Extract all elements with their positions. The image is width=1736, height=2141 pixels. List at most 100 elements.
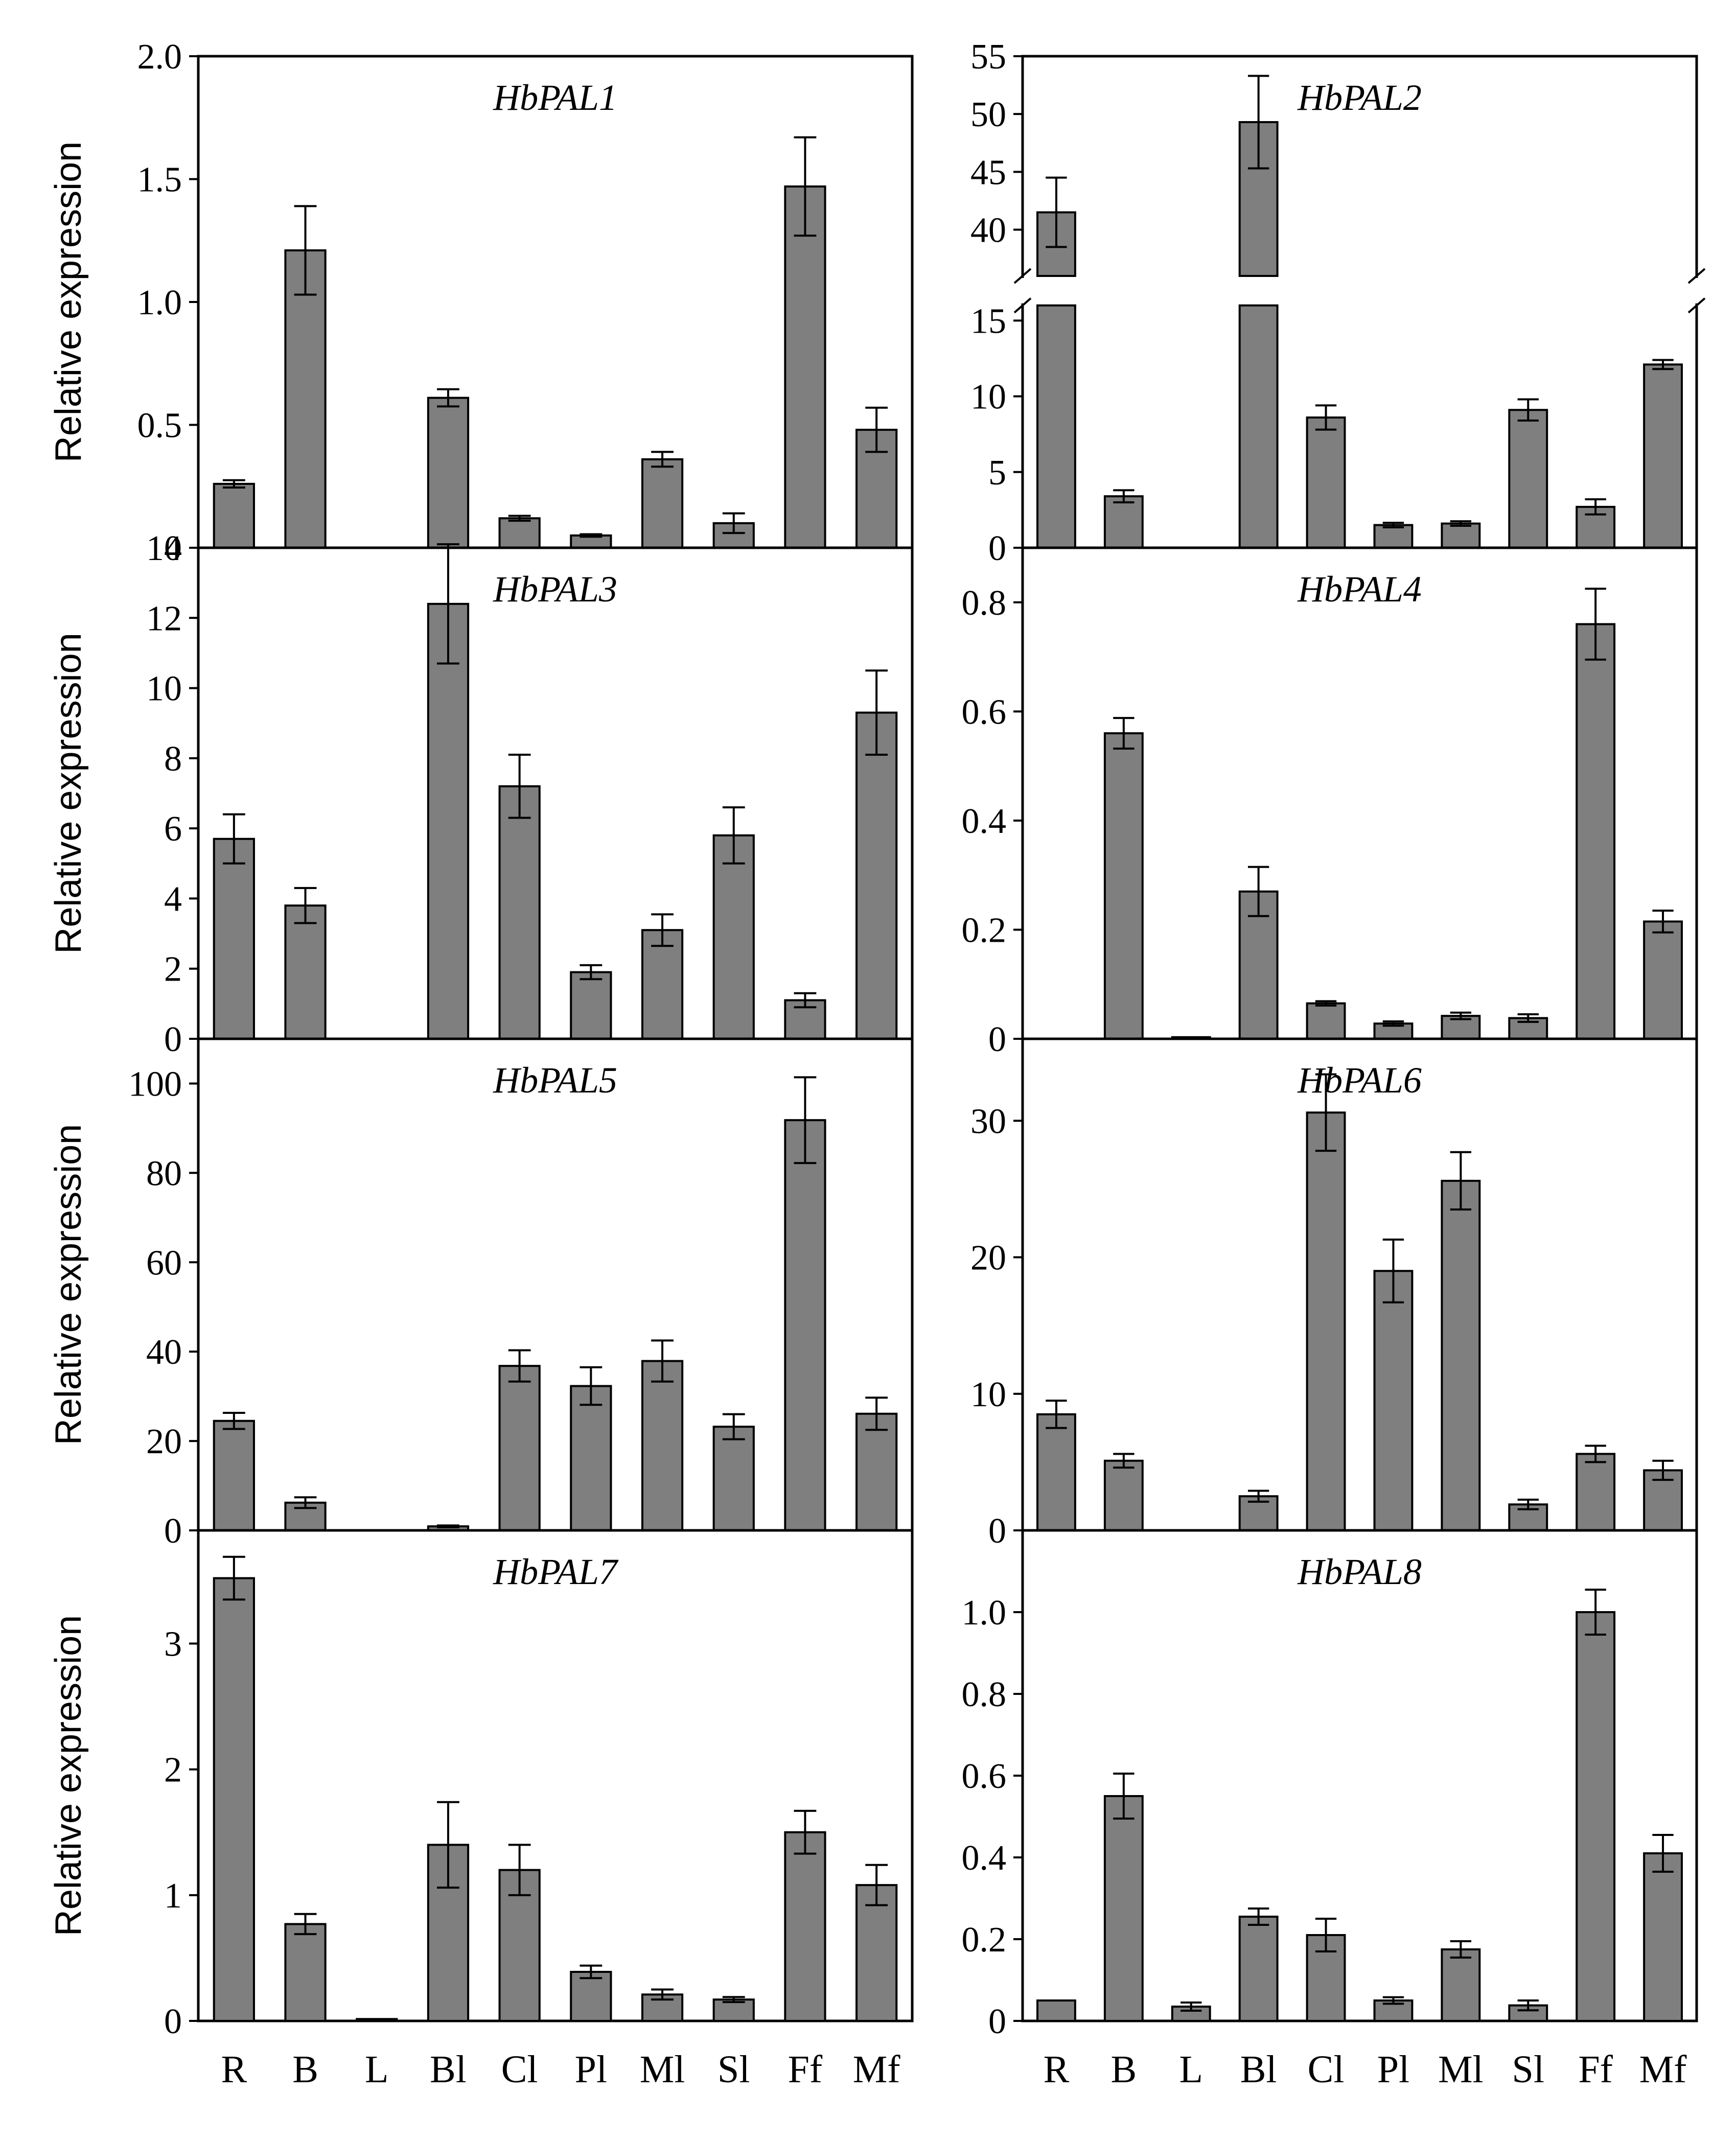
y-tick-label: 8 (164, 739, 182, 779)
bar-Ff (1576, 1453, 1616, 1531)
bar-Pl (570, 971, 612, 1040)
y-tick-label: 1.5 (137, 160, 182, 200)
y-tick-label: 0 (164, 2002, 182, 2041)
y-tick-label: 0 (164, 1020, 182, 1059)
bar-Bl (1238, 1916, 1279, 2022)
bar-L (356, 2018, 398, 2022)
y-tick-label: 2 (164, 1751, 182, 1790)
bar-Mf (1643, 920, 1683, 1040)
y-tick-label: 2 (164, 950, 182, 989)
x-tick-label-L: L (365, 2048, 388, 2091)
y-tick-label: 6 (164, 809, 182, 849)
bar-R (213, 837, 255, 1040)
panel-title: HbPAL2 (1297, 77, 1422, 118)
y-tick-label: 80 (146, 1154, 182, 1193)
bar-Pl (1373, 524, 1414, 549)
bar-Ff (1576, 1611, 1616, 2022)
panel-HbPAL1: 0 0.5 1.0 1.5 2.0 HbPAL1 Relative expression (48, 37, 914, 568)
panel-HbPAL8: 0 0.2 0.4 0.6 0.8 1.0 HbPAL8 R B L Bl Cl Pl Ml Sl Ff Mf (962, 1529, 1698, 2091)
panel-HbPAL5: 0 20 40 60 80 100 HbPAL5 Relative expression (48, 1037, 914, 1551)
y-tick-label: 20 (146, 1422, 182, 1461)
y-tick-label: 0 (988, 529, 1006, 568)
x-tick-label-Cl: Cl (1308, 2048, 1345, 2091)
y-tick-label: 10 (970, 378, 1006, 417)
y-tick-label: 55 (970, 37, 1006, 77)
bar-R (213, 482, 255, 549)
bar-Cl (498, 1365, 541, 1531)
y-axis-label: Relative expression (48, 142, 89, 462)
axis-break-mark (1687, 268, 1706, 284)
bar-B (284, 1923, 327, 2022)
x-tick-label-Pl: Pl (575, 2048, 607, 2091)
y-tick-label: 2.0 (137, 37, 182, 77)
y-tick-label: 0.8 (962, 584, 1007, 623)
x-tick-label-Sl: Sl (717, 2048, 750, 2091)
panel-title: HbPAL6 (1297, 1060, 1422, 1101)
y-tick-label: 0 (988, 1511, 1006, 1551)
bar-Cl (1306, 416, 1346, 549)
bar-Pl (570, 1971, 612, 2022)
panel-title: HbPAL8 (1297, 1551, 1422, 1592)
y-tick-label: 12 (146, 599, 182, 638)
panel-title: HbPAL4 (1297, 569, 1422, 610)
y-tick-label: 0.4 (962, 1839, 1007, 1878)
axis-break-mark (1687, 297, 1706, 314)
bar-Ff (784, 1119, 826, 1531)
panel-title: HbPAL7 (493, 1551, 619, 1592)
y-tick-label: 14 (146, 529, 182, 568)
y-tick-label: 0.2 (962, 911, 1007, 950)
axis-break-gap (1017, 278, 1028, 304)
y-tick-label: 40 (146, 1333, 182, 1372)
x-tick-label-Bl: Bl (430, 2048, 467, 2091)
bar-Cl (498, 517, 541, 549)
bar-Bl (427, 602, 470, 1040)
bar-B (284, 904, 327, 1040)
y-axis-label: Relative expression (48, 1124, 89, 1445)
bar-B (1103, 732, 1144, 1040)
y-tick-label: 60 (146, 1243, 182, 1283)
panel-HbPAL3: 0 2 4 6 8 10 12 14 HbPAL3 Relative expression (48, 529, 914, 1059)
panel-title: HbPAL5 (493, 1060, 617, 1101)
y-tick-label: 1.0 (962, 1593, 1007, 1633)
y-tick-label: 4 (164, 879, 182, 919)
bar-Sl (1508, 409, 1548, 549)
y-tick-label: 0 (164, 529, 182, 568)
bar-B (1103, 1459, 1144, 1531)
y-tick-label: 0 (164, 1511, 182, 1551)
y-tick-label: 1 (164, 1876, 182, 1916)
y-tick-label: 40 (970, 211, 1006, 250)
bar-Mf (1643, 363, 1683, 549)
panel-HbPAL4: 0 0.2 0.4 0.6 0.8 HbPAL4 (962, 546, 1698, 1059)
bar-R (1036, 1999, 1076, 2022)
y-axis-label: Relative expression (48, 633, 89, 953)
x-tick-label-Cl: Cl (501, 2048, 538, 2091)
y-tick-label: 3 (164, 1625, 182, 1664)
bar-B (1103, 495, 1144, 549)
y-tick-label: 10 (146, 669, 182, 709)
panel-title: HbPAL3 (493, 569, 617, 610)
axis-break-mark (1013, 268, 1032, 284)
bar-Cl (1306, 1111, 1346, 1532)
bar-Ml (1441, 522, 1481, 549)
y-tick-label: 0.6 (962, 1757, 1007, 1796)
bar-Sl (712, 1426, 755, 1532)
x-tick-label-Sl: Sl (1512, 2048, 1544, 2091)
bar-Pl (570, 1385, 612, 1531)
bar-Pl (1373, 1270, 1414, 1532)
x-tick-label-Ff: Ff (1578, 2048, 1613, 2091)
bar-Ff (784, 1831, 826, 2022)
y-tick-label: 15 (970, 301, 1006, 341)
axis-break-mark (1013, 297, 1032, 314)
x-tick-label-Pl: Pl (1377, 2048, 1409, 2091)
bar-Cl (1306, 1002, 1346, 1040)
bar-Bl-lower (1238, 304, 1279, 549)
y-tick-label: 45 (970, 153, 1006, 192)
y-tick-label: 0.6 (962, 692, 1007, 732)
x-tick-label-Ff: Ff (788, 2048, 823, 2091)
y-tick-label: 0.2 (962, 1920, 1007, 1960)
bar-R-lower (1036, 304, 1076, 549)
x-tick-label-Mf: Mf (853, 2048, 901, 2091)
y-tick-label: 10 (970, 1375, 1006, 1414)
bar-Mf (855, 1884, 898, 2022)
